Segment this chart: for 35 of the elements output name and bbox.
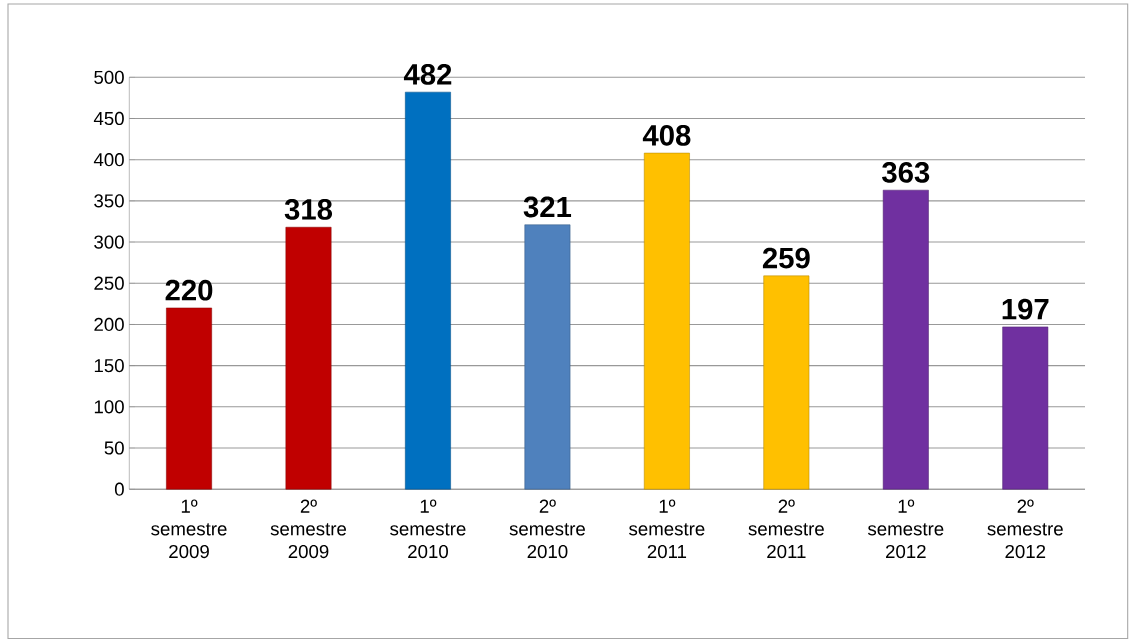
x-tick-label: 1º semestre 2009	[151, 499, 227, 559]
x-tick-label: 2º semestre 2011	[748, 499, 824, 559]
y-tick-label: 50	[104, 441, 124, 455]
y-tick-label: 400	[93, 153, 124, 167]
data-label: 363	[882, 161, 930, 183]
bar	[285, 226, 332, 490]
bar	[643, 152, 690, 490]
y-tick-label: 250	[94, 276, 124, 290]
x-tick-label: 2º semestre 2012	[987, 499, 1063, 559]
data-label: 197	[1002, 298, 1049, 320]
bar	[1002, 326, 1049, 490]
y-tick-label: 100	[94, 400, 124, 414]
bar	[405, 91, 451, 490]
bar	[763, 275, 810, 490]
data-label: 259	[762, 247, 810, 269]
x-tick-label: 1º semestre 2012	[867, 499, 944, 559]
y-tick-label: 450	[93, 111, 124, 126]
x-tick-label: 2º semestre 2009	[270, 499, 347, 559]
x-tick-label: 1º semestre 2010	[390, 499, 466, 559]
bar	[166, 307, 212, 490]
data-label: 408	[642, 124, 691, 146]
data-label: 482	[403, 63, 452, 85]
x-tick-label: 1º semestre 2011	[629, 499, 705, 559]
y-tick-label: 350	[94, 194, 124, 208]
y-tick-label: 150	[94, 358, 124, 373]
y-tick-label: 300	[94, 235, 124, 249]
data-label: 220	[165, 279, 213, 301]
data-label: 318	[284, 198, 333, 220]
data-label: 321	[523, 196, 572, 218]
bar	[524, 224, 571, 490]
y-tick-label: 200	[94, 317, 124, 331]
x-tick-label: 2º semestre 2010	[509, 499, 585, 559]
y-tick-label: 500	[94, 70, 124, 84]
bar	[882, 189, 929, 490]
y-tick-label: 0	[114, 482, 124, 496]
